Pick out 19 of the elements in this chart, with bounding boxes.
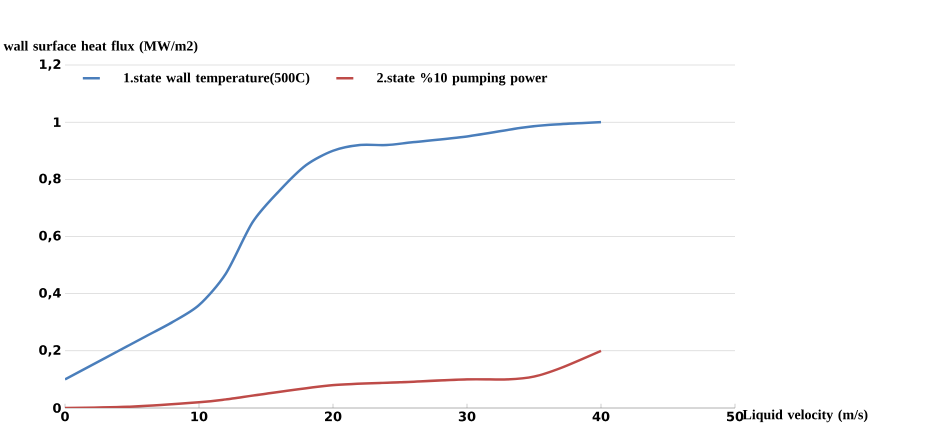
legend-label: 1.state wall temperature(500C) xyxy=(124,72,310,86)
y-axis-title: wall surface heat flux (MW/m2) xyxy=(4,40,198,54)
y-tick-label: 1 xyxy=(54,117,61,127)
y-tick-label: 1,2 xyxy=(40,59,60,71)
y-tick-label: 0,8 xyxy=(39,174,61,186)
y-tick-label: 0,2 xyxy=(39,345,60,357)
y-tick-label: 0,6 xyxy=(39,230,61,242)
x-tick-label: 0 xyxy=(61,412,69,422)
x-tick-label: 50 xyxy=(726,412,744,422)
y-tick-label: 0,4 xyxy=(39,288,61,300)
x-tick-label: 40 xyxy=(592,412,610,422)
x-axis-title: Liquid velocity (m/s) xyxy=(742,410,868,422)
x-tick-label: 20 xyxy=(325,412,342,422)
y-tick-label: 0 xyxy=(53,403,61,413)
line-series xyxy=(65,120,602,381)
x-tick-label: 10 xyxy=(191,412,208,422)
line-series xyxy=(65,350,602,408)
legend-label: 2.state %10 pumping power xyxy=(377,72,548,86)
x-tick-label: 30 xyxy=(458,412,476,422)
